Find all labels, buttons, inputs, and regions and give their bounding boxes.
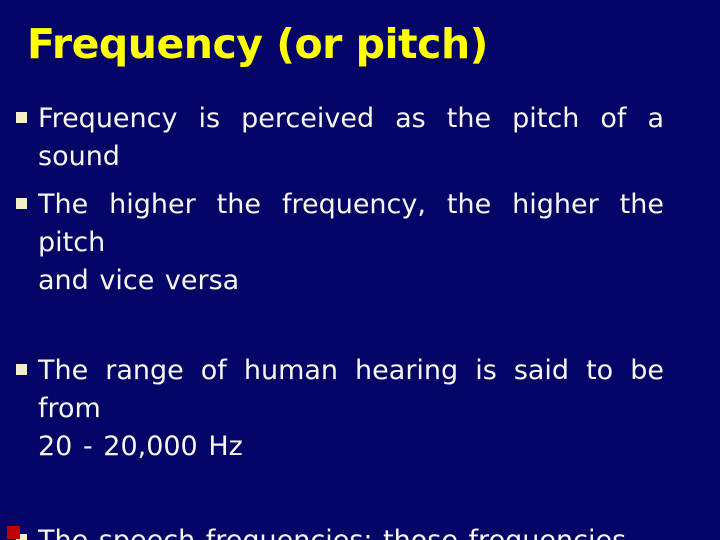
bullet-text-1: Frequency is perceived as the pitch of a… bbox=[38, 100, 692, 176]
bullet-text-3: The range of human hearing is said to be… bbox=[38, 352, 692, 466]
square-bullet-icon bbox=[16, 112, 27, 123]
bullet-item-3: The range of human hearing is said to be… bbox=[0, 352, 720, 466]
bullet-line: and vice versa bbox=[38, 265, 240, 296]
bullet-line: The speech frequencies; those frequencie… bbox=[38, 522, 664, 540]
bullet-item-4: The speech frequencies; those frequencie… bbox=[0, 522, 720, 540]
bullet-item-1: Frequency is perceived as the pitch of a… bbox=[0, 100, 720, 176]
bullet-item-2: The higher the frequency, the higher the… bbox=[0, 186, 720, 300]
bullet-line: The higher the frequency, the higher the… bbox=[38, 189, 664, 258]
bullet-text-2: The higher the frequency, the higher the… bbox=[38, 186, 692, 300]
bullet-list: Frequency is perceived as the pitch of a… bbox=[0, 100, 720, 540]
bullet-line: Frequency is perceived as the pitch of a… bbox=[38, 103, 664, 172]
bullet-line: 20 - 20,000 Hz bbox=[38, 431, 243, 462]
bullet-line: The range of human hearing is said to be… bbox=[38, 355, 664, 424]
square-bullet-icon bbox=[16, 534, 27, 540]
bullet-text-4: The speech frequencies; those frequencie… bbox=[38, 522, 692, 540]
decorative-red-square bbox=[7, 526, 20, 539]
square-bullet-icon bbox=[16, 198, 27, 209]
square-bullet-icon bbox=[16, 364, 27, 375]
page-title: Frequency (or pitch) bbox=[27, 20, 488, 68]
